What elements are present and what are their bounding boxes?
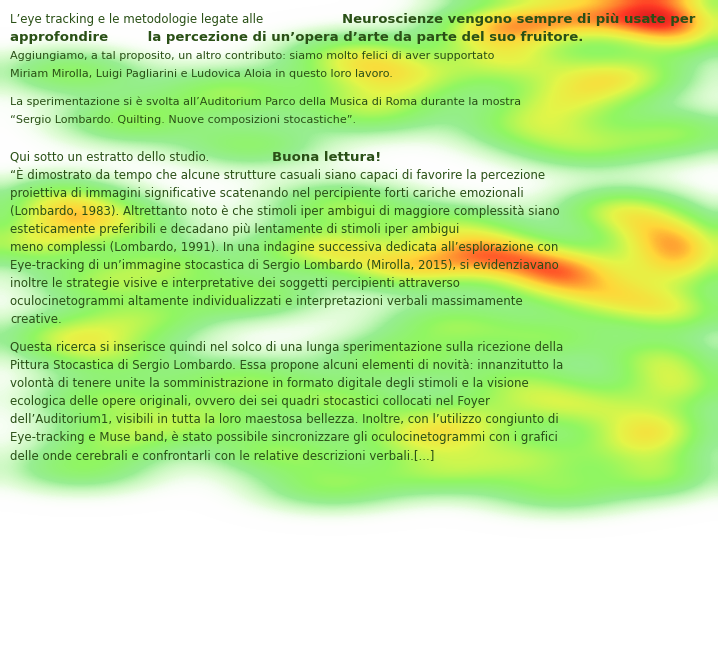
Text: Aggiungiamo, a tal proposito, un altro contributo: siamo molto felici di aver su: Aggiungiamo, a tal proposito, un altro c… (10, 51, 495, 61)
Text: volontà di tenere unite la somministrazione in formato digitale degli stimoli e : volontà di tenere unite la somministrazi… (10, 377, 528, 390)
Text: Eye-tracking di un’immagine stocastica di Sergio Lombardo (Mirolla, 2015), si ev: Eye-tracking di un’immagine stocastica d… (10, 259, 559, 272)
Text: inoltre le strategie visive e interpretative dei soggetti percipienti attraverso: inoltre le strategie visive e interpreta… (10, 277, 460, 290)
Text: Qui sotto un estratto dello studio.: Qui sotto un estratto dello studio. (10, 151, 213, 164)
Text: delle onde cerebrali e confrontarli con le relative descrizioni verbali.[...]: delle onde cerebrali e confrontarli con … (10, 449, 434, 462)
Text: dell’Auditorium1, visibili in tutta la loro maestosa bellezza. Inoltre, con l’ut: dell’Auditorium1, visibili in tutta la l… (10, 413, 559, 426)
Text: Questa ricerca si inserisce quindi nel solco di una lunga sperimentazione sulla : Questa ricerca si inserisce quindi nel s… (10, 341, 563, 354)
Text: ecologica delle opere originali, ovvero dei sei quadri stocastici collocati nel : ecologica delle opere originali, ovvero … (10, 395, 490, 408)
Text: Buona lettura!: Buona lettura! (272, 151, 381, 164)
Text: Miriam Mirolla, Luigi Pagliarini e Ludovica Aloia in questo loro lavoro.: Miriam Mirolla, Luigi Pagliarini e Ludov… (10, 69, 393, 79)
Text: esteticamente preferibili e decadano più lentamente di stimoli iper ambigui: esteticamente preferibili e decadano più… (10, 223, 460, 236)
Text: proiettiva di immagini significative scatenando nel percipiente forti cariche em: proiettiva di immagini significative sca… (10, 187, 523, 200)
Text: la percezione di un’opera d’arte da parte del suo fruitore.: la percezione di un’opera d’arte da part… (143, 31, 583, 45)
Text: Neuroscienze vengono sempre di più usate per: Neuroscienze vengono sempre di più usate… (342, 14, 695, 26)
Text: approfondire: approfondire (10, 31, 113, 45)
Text: “Sergio Lombardo. Quilting. Nuove composizioni stocastiche”.: “Sergio Lombardo. Quilting. Nuove compos… (10, 115, 356, 125)
Text: creative.: creative. (10, 313, 62, 326)
Text: Pittura Stocastica di Sergio Lombardo. Essa propone alcuni elementi di novità: i: Pittura Stocastica di Sergio Lombardo. E… (10, 359, 563, 372)
Text: L’eye tracking e le metodologie legate alle: L’eye tracking e le metodologie legate a… (10, 14, 267, 26)
Text: Eye-tracking e Muse band, è stato possibile sincronizzare gli oculocinetogrammi : Eye-tracking e Muse band, è stato possib… (10, 431, 558, 444)
Text: (Lombardo, 1983). Altrettanto noto è che stimoli iper ambigui di maggiore comple: (Lombardo, 1983). Altrettanto noto è che… (10, 205, 559, 218)
Text: La sperimentazione si è svolta all’Auditorium Parco della Musica di Roma durante: La sperimentazione si è svolta all’Audit… (10, 97, 521, 107)
Text: oculocinetogrammi altamente individualizzati e interpretazioni verbali massimame: oculocinetogrammi altamente individualiz… (10, 295, 523, 308)
Text: “È dimostrato da tempo che alcune strutture casuali siano capaci di favorire la : “È dimostrato da tempo che alcune strutt… (10, 167, 545, 182)
Text: meno complessi (Lombardo, 1991). In una indagine successiva dedicata all’esplora: meno complessi (Lombardo, 1991). In una … (10, 241, 559, 254)
